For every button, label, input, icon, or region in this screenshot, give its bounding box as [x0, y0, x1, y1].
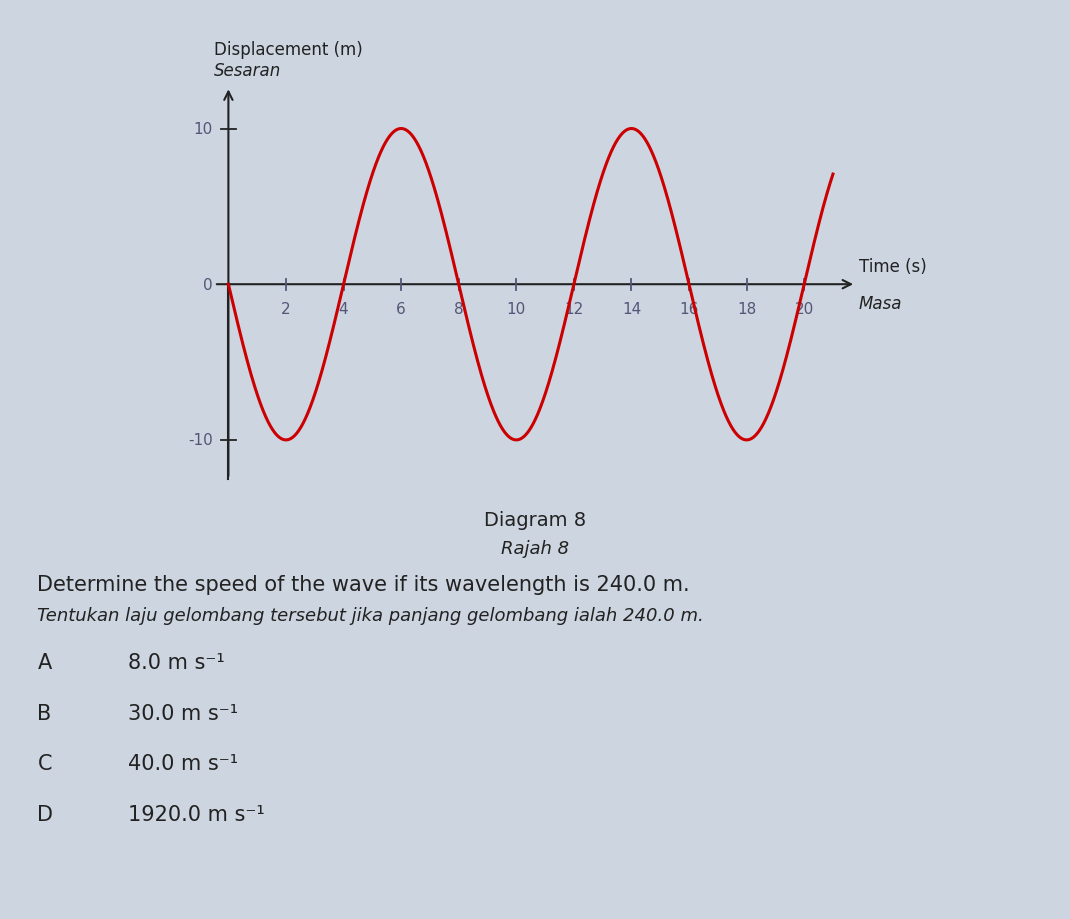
Text: 20: 20	[795, 301, 814, 316]
Text: -10: -10	[188, 433, 213, 448]
Text: Tentukan laju gelombang tersebut jika panjang gelombang ialah 240.0 m.: Tentukan laju gelombang tersebut jika pa…	[37, 607, 704, 625]
Text: 10: 10	[507, 301, 526, 316]
Text: 30.0 m s⁻¹: 30.0 m s⁻¹	[128, 703, 239, 723]
Text: 0: 0	[203, 278, 213, 292]
Text: 10: 10	[194, 122, 213, 137]
Text: 8: 8	[454, 301, 463, 316]
Text: 8.0 m s⁻¹: 8.0 m s⁻¹	[128, 652, 225, 673]
Text: 2: 2	[281, 301, 291, 316]
Text: Sesaran: Sesaran	[214, 62, 281, 80]
Text: B: B	[37, 703, 51, 723]
Text: Diagram 8: Diagram 8	[484, 510, 586, 529]
Text: 1920.0 m s⁻¹: 1920.0 m s⁻¹	[128, 804, 265, 824]
Text: Time (s): Time (s)	[859, 257, 927, 275]
Text: Determine the speed of the wave if its wavelength is 240.0 m.: Determine the speed of the wave if its w…	[37, 574, 690, 595]
Text: 18: 18	[737, 301, 756, 316]
Text: 6: 6	[396, 301, 406, 316]
Text: 40.0 m s⁻¹: 40.0 m s⁻¹	[128, 754, 239, 774]
Text: Displacement (m): Displacement (m)	[214, 41, 363, 60]
Text: Masa: Masa	[859, 295, 902, 312]
Text: Rajah 8: Rajah 8	[501, 539, 569, 558]
Text: 4: 4	[339, 301, 349, 316]
Text: A: A	[37, 652, 51, 673]
Text: 16: 16	[679, 301, 699, 316]
Text: C: C	[37, 754, 52, 774]
Text: D: D	[37, 804, 54, 824]
Text: 12: 12	[564, 301, 583, 316]
Text: 14: 14	[622, 301, 641, 316]
